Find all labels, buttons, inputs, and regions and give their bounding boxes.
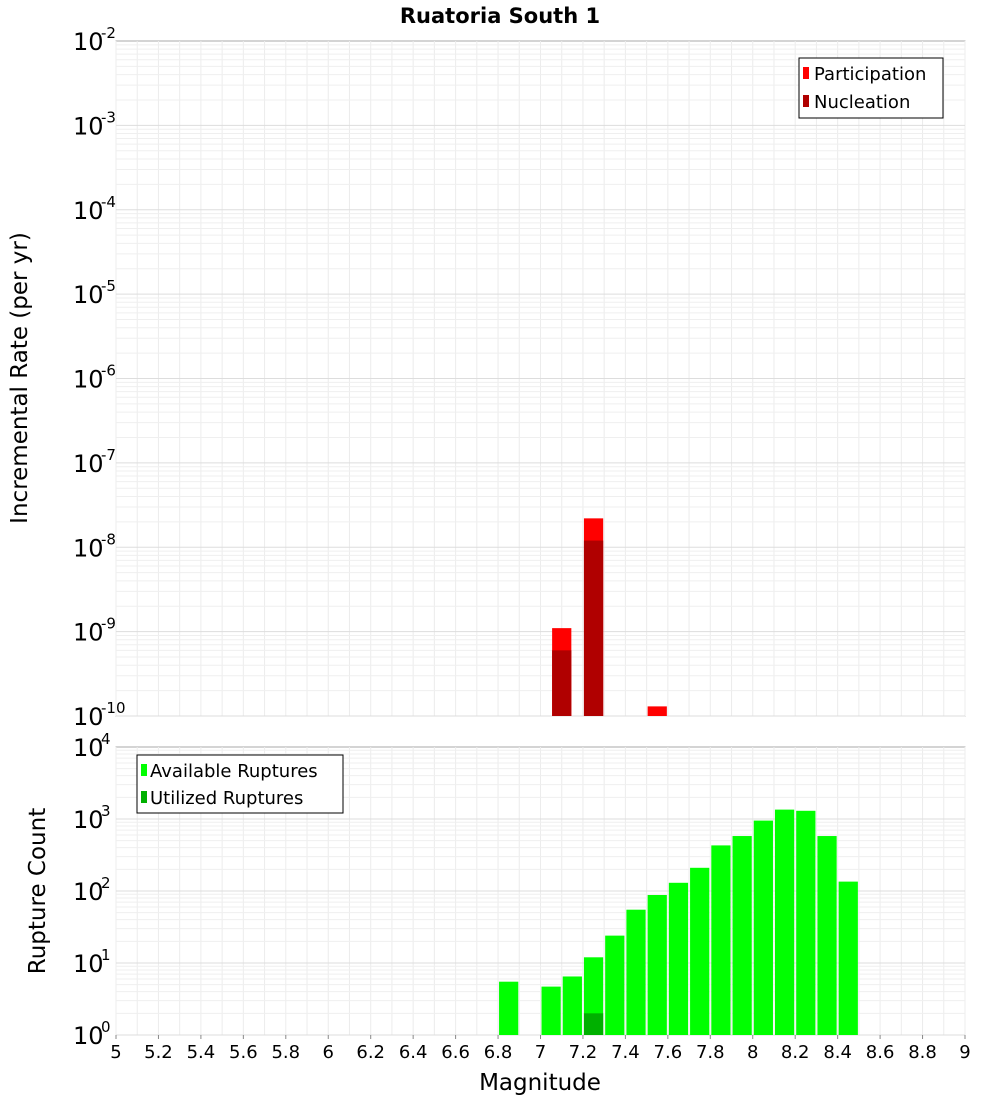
rate-y-tick-exponent: -4 <box>101 193 116 211</box>
count-y-tick-exponent: 0 <box>101 1018 111 1036</box>
x-tick-label: 5 <box>110 1042 121 1063</box>
count-bar-available-ruptures <box>541 986 561 1035</box>
rate-y-tick-label: 10 <box>73 619 104 647</box>
rate-bar-nucleation <box>552 650 572 716</box>
x-tick-label: 8.6 <box>866 1042 895 1063</box>
x-tick-label: 6.6 <box>441 1042 470 1063</box>
x-tick-label: 7.4 <box>611 1042 640 1063</box>
rate-y-tick-exponent: -2 <box>101 24 116 42</box>
x-tick-label: 6.2 <box>356 1042 385 1063</box>
rate-gridlines <box>115 41 966 717</box>
x-tick-label: 6.4 <box>399 1042 428 1063</box>
count-bar-available-ruptures <box>647 894 667 1035</box>
x-tick-label: 8.2 <box>781 1042 810 1063</box>
x-tick-label: 6.8 <box>484 1042 513 1063</box>
count-legend-box <box>136 754 344 814</box>
x-tick-label: 6 <box>323 1042 334 1063</box>
rate-legend: Participation Nucleation <box>798 57 944 119</box>
x-tick-label: 7.8 <box>696 1042 725 1063</box>
count-bar-available-ruptures <box>732 836 752 1035</box>
x-tick-label: 5.2 <box>144 1042 173 1063</box>
rate-y-tick-label: 10 <box>73 281 104 309</box>
x-ticks: 5 5.2 5.4 5.6 5.8 6 6.2 6.4 6.6 6.8 7 7.2 7.4 7.6 7.8 8… <box>110 1035 971 1063</box>
rate-y-tick-label: 10 <box>73 534 104 562</box>
count-y-tick-label: 10 <box>73 734 104 762</box>
legend-label-nucleation: Nucleation <box>814 92 910 113</box>
x-tick-label: 7 <box>535 1042 546 1063</box>
count-y-tick-exponent: 4 <box>101 730 111 748</box>
legend-swatch-nucleation <box>803 95 809 107</box>
count-y-tick-label: 10 <box>73 878 104 906</box>
rate-bar-participation <box>647 706 667 716</box>
count-bar-utilized-ruptures <box>583 1013 604 1035</box>
legend-label-utilized: Utilized Ruptures <box>150 788 303 809</box>
count-bar-available-ruptures <box>562 976 582 1035</box>
x-tick-label: 9 <box>959 1042 970 1063</box>
legend-label-available: Available Ruptures <box>150 761 318 782</box>
rate-y-tick-exponent: -10 <box>101 699 126 717</box>
chart-title: Ruatoria South 1 <box>400 4 600 28</box>
x-tick-label: 8 <box>747 1042 758 1063</box>
count-bars <box>499 809 858 1035</box>
count-bar-available-ruptures <box>690 867 710 1035</box>
x-tick-label: 8.4 <box>823 1042 852 1063</box>
rate-y-tick-exponent: -7 <box>101 446 116 464</box>
rate-y-tick-exponent: -8 <box>101 530 116 548</box>
x-axis-label: Magnitude <box>479 1070 601 1096</box>
x-tick-label: 8.8 <box>908 1042 937 1063</box>
count-bar-available-ruptures <box>753 820 773 1035</box>
rate-y-tick-exponent: -6 <box>101 362 116 380</box>
rate-y-tick-label: 10 <box>73 28 104 56</box>
count-bar-available-ruptures <box>499 981 519 1035</box>
x-tick-label: 7.6 <box>654 1042 683 1063</box>
legend-label-participation: Participation <box>814 64 926 85</box>
count-y-tick-exponent: 2 <box>101 874 111 892</box>
count-bar-available-ruptures <box>774 809 795 1035</box>
x-tick-label: 5.4 <box>187 1042 216 1063</box>
rate-bar-nucleation <box>583 540 604 716</box>
count-bar-available-ruptures <box>838 881 858 1035</box>
rate-y-tick-label: 10 <box>73 450 104 478</box>
count-y-tick-exponent: 3 <box>101 802 111 820</box>
count-y-tick-label: 10 <box>73 1022 104 1050</box>
legend-swatch-available <box>141 764 147 776</box>
rate-y-tick-exponent: -3 <box>101 108 116 126</box>
count-y-tick-exponent: 1 <box>101 946 111 964</box>
legend-swatch-participation <box>803 67 809 79</box>
rate-y-tick-exponent: -9 <box>101 615 116 633</box>
count-bar-available-ruptures <box>668 882 689 1035</box>
rate-y-tick-label: 10 <box>73 112 104 140</box>
count-bar-available-ruptures <box>605 935 625 1035</box>
rate-y-tick-label: 10 <box>73 197 104 225</box>
x-tick-label: 7.2 <box>569 1042 598 1063</box>
count-bar-available-ruptures <box>711 845 731 1035</box>
count-bar-available-ruptures <box>817 836 837 1035</box>
rate-y-tick-label: 10 <box>73 366 104 394</box>
count-bar-available-ruptures <box>796 810 816 1035</box>
count-bar-available-ruptures <box>626 909 646 1035</box>
rate-legend-box <box>798 57 944 119</box>
count-legend: Available Ruptures Utilized Ruptures <box>136 754 344 814</box>
count-y-axis-label: Rupture Count <box>25 808 51 974</box>
rate-bars <box>552 518 667 716</box>
x-tick-label: 5.6 <box>229 1042 258 1063</box>
rate-y-axis-label: Incremental Rate (per yr) <box>7 232 33 524</box>
rate-y-tick-exponent: -5 <box>101 277 116 295</box>
legend-swatch-utilized <box>141 791 147 803</box>
count-y-tick-label: 10 <box>73 950 104 978</box>
x-tick-label: 5.8 <box>271 1042 300 1063</box>
count-y-tick-label: 10 <box>73 806 104 834</box>
rate-y-tick-label: 10 <box>73 703 104 731</box>
